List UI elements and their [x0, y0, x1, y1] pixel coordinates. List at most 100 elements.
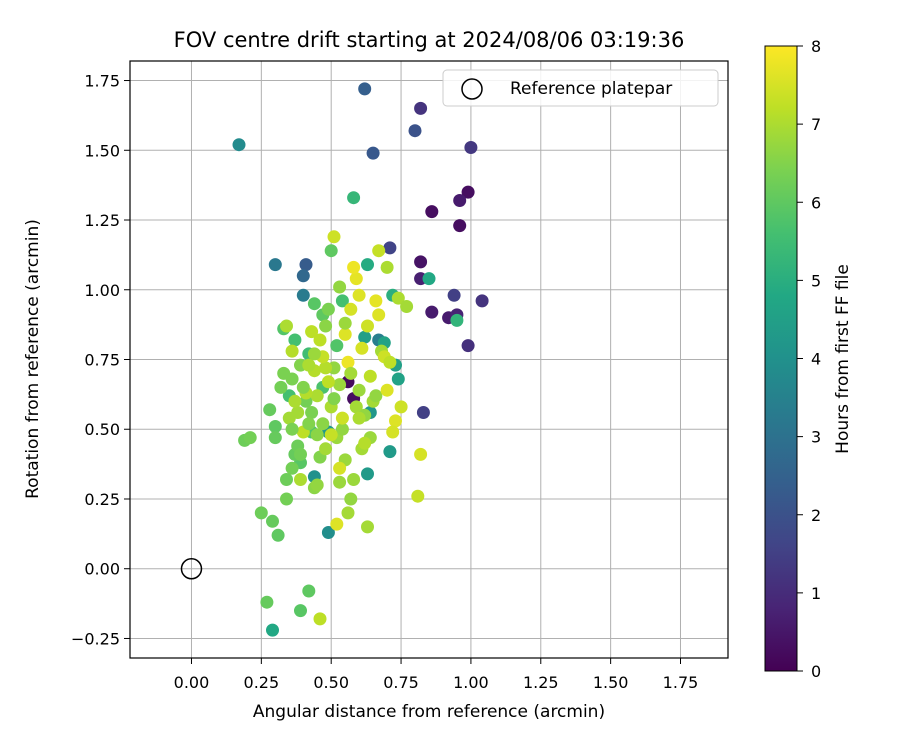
y-tick-label: 1.00 [84, 281, 120, 300]
colorbar-tick-label: 1 [811, 584, 821, 603]
data-point [358, 82, 372, 96]
data-point [380, 260, 394, 274]
data-point [344, 492, 358, 506]
data-point [313, 333, 327, 347]
data-point [386, 425, 400, 439]
data-point [294, 447, 307, 461]
data-point [347, 473, 361, 486]
data-point [271, 528, 285, 542]
x-tick-label: 0.75 [383, 673, 419, 692]
data-point [425, 205, 439, 219]
data-point [319, 319, 333, 333]
data-point [324, 244, 338, 258]
data-point [307, 347, 321, 361]
data-point [416, 406, 430, 419]
data-point [464, 141, 478, 154]
data-point [358, 330, 372, 344]
colorbar-label: Hours from first FF file [833, 264, 853, 454]
data-point [321, 526, 335, 539]
x-tick-label: 1.00 [453, 673, 489, 692]
data-point [333, 280, 347, 294]
data-point [338, 316, 352, 330]
colorbar-tick-label: 6 [811, 193, 821, 212]
data-point [288, 333, 302, 347]
y-tick-label: 1.50 [84, 141, 120, 160]
y-tick-label: −0.25 [71, 629, 120, 648]
x-axis-label: Angular distance from reference (arcmin) [253, 702, 605, 722]
data-point [316, 417, 330, 431]
data-point [294, 604, 307, 618]
y-axis-ticks: −0.25 0.00 0.25 0.50 0.75 1.00 1.25 1.50 1.75 [71, 72, 130, 648]
data-point [321, 302, 335, 316]
data-point [285, 372, 299, 386]
data-point [319, 361, 333, 375]
data-point [232, 138, 246, 152]
x-tick-label: 0.25 [244, 673, 280, 692]
data-point [383, 445, 397, 459]
data-point [333, 475, 347, 489]
data-point [425, 305, 439, 319]
y-tick-label: 0.50 [84, 420, 120, 439]
data-point [453, 194, 467, 207]
data-point [296, 288, 310, 302]
data-point [266, 623, 279, 637]
data-point [324, 428, 338, 442]
data-point [383, 355, 397, 369]
colorbar-gradient [764, 45, 798, 672]
data-point [263, 403, 277, 417]
data-point [366, 146, 380, 160]
colorbar-tick-label: 0 [811, 662, 821, 681]
y-tick-label: 0.00 [84, 560, 120, 579]
data-point [333, 378, 347, 392]
data-point [274, 380, 288, 394]
data-point [408, 124, 422, 138]
x-tick-label: 1.50 [593, 673, 629, 692]
chart-title: FOV centre drift starting at 2024/08/06 … [174, 28, 685, 52]
colorbar-ticks: 0 1 2 3 4 5 6 7 8 [797, 37, 821, 681]
x-tick-label: 1.25 [523, 673, 559, 692]
legend: Reference platepar [442, 69, 719, 107]
x-axis-ticks: 0.00 0.25 0.50 0.75 1.00 1.25 1.50 1.75 [174, 658, 698, 692]
data-point [414, 447, 428, 461]
data-point [363, 369, 377, 383]
data-point [266, 514, 279, 528]
data-point [447, 288, 461, 302]
data-point [260, 595, 274, 609]
data-point [319, 442, 333, 456]
data-point [305, 406, 319, 419]
data-point [422, 272, 436, 286]
data-point [341, 355, 355, 369]
data-point [349, 400, 363, 414]
colorbar-tick-label: 5 [811, 271, 821, 290]
data-point [302, 358, 316, 372]
colorbar-tick-label: 3 [811, 428, 821, 447]
data-points [232, 82, 489, 637]
data-point [282, 411, 296, 425]
data-point [361, 319, 374, 333]
data-point [327, 392, 341, 406]
data-point [285, 344, 299, 358]
data-point [383, 241, 397, 255]
data-point [310, 428, 324, 442]
legend-label: Reference platepar [510, 79, 672, 99]
data-point [288, 394, 302, 408]
data-point [453, 219, 467, 233]
data-point [280, 492, 293, 506]
data-point [254, 506, 268, 520]
data-point [268, 420, 282, 433]
data-point [389, 414, 402, 428]
data-point [414, 255, 428, 269]
colorbar-tick-label: 4 [811, 350, 821, 369]
data-point [450, 313, 464, 327]
colorbar-tick-label: 7 [811, 115, 821, 134]
data-point [372, 308, 386, 322]
data-point [321, 375, 335, 389]
data-point [299, 258, 313, 272]
data-point [296, 269, 310, 283]
legend-box [442, 69, 719, 107]
data-point [296, 380, 310, 394]
data-point [294, 473, 307, 486]
data-point [327, 230, 341, 244]
data-point [335, 294, 349, 308]
data-point [330, 517, 344, 531]
